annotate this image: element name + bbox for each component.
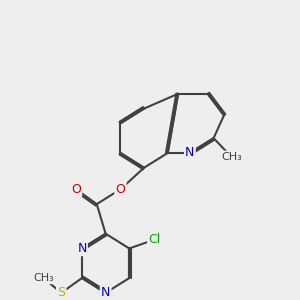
Text: O: O: [116, 183, 125, 196]
Text: S: S: [57, 286, 65, 299]
Text: N: N: [185, 146, 195, 159]
Text: Cl: Cl: [148, 233, 160, 246]
Text: N: N: [77, 242, 87, 255]
Text: O: O: [71, 183, 81, 196]
Text: CH₃: CH₃: [221, 152, 242, 162]
Text: CH₃: CH₃: [33, 273, 54, 283]
Text: N: N: [101, 286, 110, 299]
